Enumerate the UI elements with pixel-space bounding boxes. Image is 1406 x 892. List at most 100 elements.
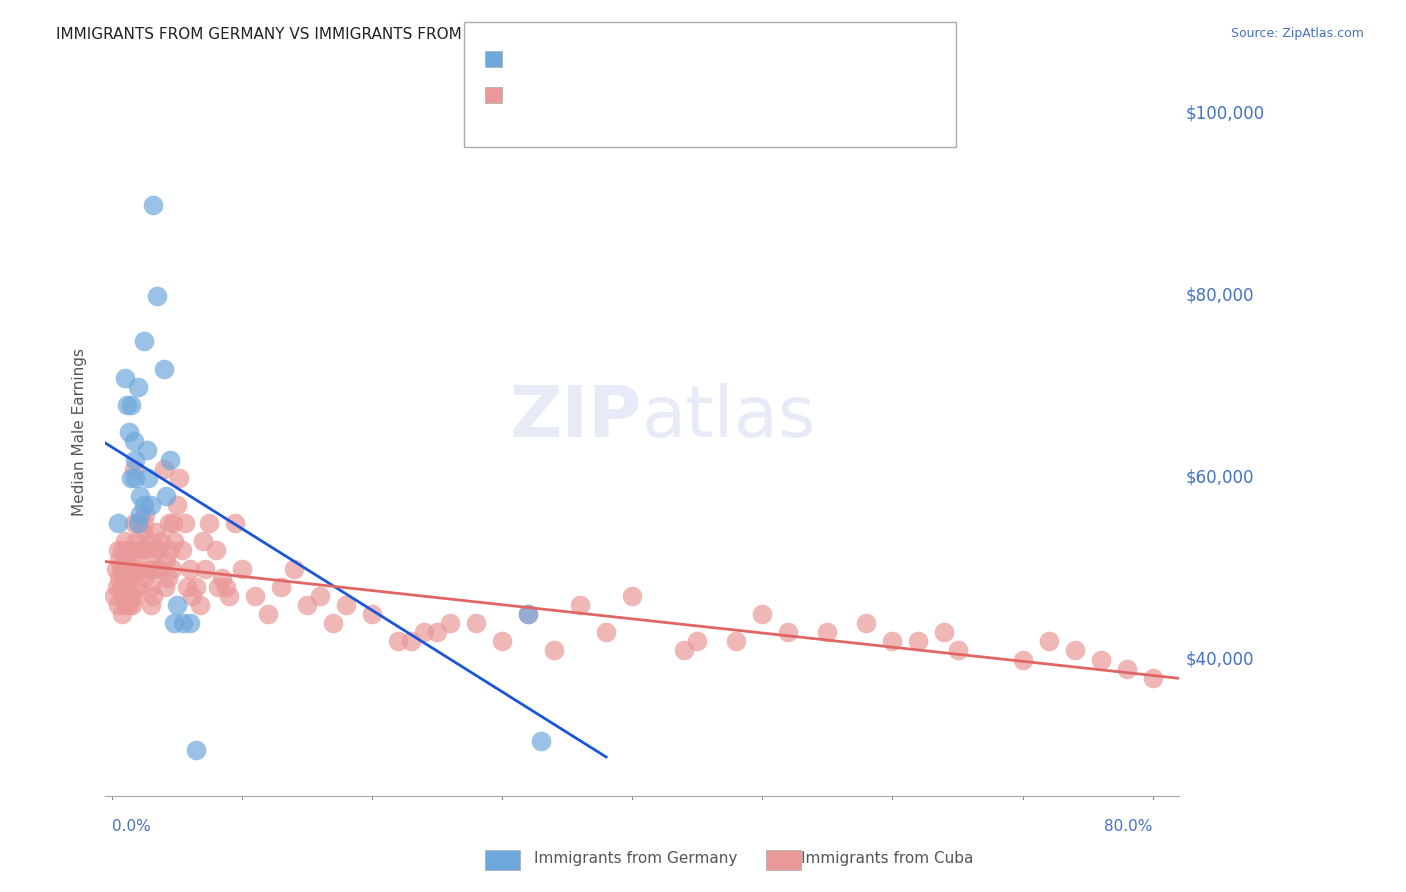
Text: -0.357: -0.357	[546, 85, 605, 103]
Point	[132, 525, 155, 540]
Point	[104, 561, 127, 575]
Point	[122, 516, 145, 530]
Point	[170, 543, 193, 558]
Point	[148, 543, 170, 558]
Point	[270, 580, 292, 594]
Point	[172, 616, 194, 631]
Point	[152, 361, 174, 376]
Point	[136, 471, 159, 485]
Point	[124, 561, 146, 575]
Point	[134, 507, 156, 521]
Point	[139, 598, 162, 612]
Point	[224, 516, 246, 530]
Point	[134, 571, 156, 585]
Point	[243, 589, 266, 603]
Point	[136, 561, 159, 575]
Point	[157, 516, 180, 530]
Text: $60,000: $60,000	[1185, 468, 1254, 487]
Point	[114, 370, 136, 384]
Point	[117, 598, 139, 612]
Point	[127, 516, 149, 530]
Point	[155, 489, 177, 503]
Point	[1115, 662, 1137, 676]
Point	[120, 398, 142, 412]
Point	[146, 561, 169, 575]
Point	[127, 580, 149, 594]
Point	[361, 607, 384, 621]
Text: R =: R =	[506, 85, 543, 103]
Text: Immigrants from Cuba: Immigrants from Cuba	[801, 851, 974, 865]
Point	[127, 380, 149, 394]
Point	[166, 498, 188, 512]
Point	[135, 443, 157, 458]
Point	[163, 534, 186, 549]
Point	[543, 643, 565, 657]
Point	[114, 571, 136, 585]
Point	[204, 543, 226, 558]
Point	[131, 543, 153, 558]
Point	[110, 580, 132, 594]
Point	[120, 471, 142, 485]
Point	[139, 580, 162, 594]
Point	[111, 589, 134, 603]
Point	[134, 334, 156, 349]
Point	[127, 543, 149, 558]
Point	[322, 616, 344, 631]
Point	[152, 461, 174, 475]
Point	[491, 634, 513, 648]
Point	[160, 561, 183, 575]
Point	[815, 625, 838, 640]
Point	[426, 625, 449, 640]
Point	[465, 616, 488, 631]
Point	[134, 516, 156, 530]
Point	[1142, 671, 1164, 685]
Point	[162, 516, 184, 530]
Text: 122: 122	[652, 85, 688, 103]
Point	[111, 607, 134, 621]
Point	[107, 598, 129, 612]
Text: N =: N =	[619, 49, 655, 67]
Text: atlas: atlas	[643, 384, 817, 452]
Point	[117, 580, 139, 594]
Text: ZIP: ZIP	[510, 384, 643, 452]
Point	[156, 571, 179, 585]
Point	[1090, 652, 1112, 666]
Point	[155, 552, 177, 566]
Point	[686, 634, 709, 648]
Text: 30: 30	[652, 49, 675, 67]
Point	[141, 561, 163, 575]
Text: N =: N =	[619, 85, 655, 103]
Point	[191, 534, 214, 549]
Point	[218, 589, 240, 603]
Point	[139, 498, 162, 512]
Text: Median Male Earnings: Median Male Earnings	[72, 348, 87, 516]
Point	[179, 561, 201, 575]
Point	[108, 571, 131, 585]
Point	[117, 398, 139, 412]
Point	[124, 471, 146, 485]
Point	[179, 616, 201, 631]
Point	[176, 580, 198, 594]
Point	[673, 643, 696, 657]
Point	[569, 598, 592, 612]
Point	[163, 616, 186, 631]
Point	[882, 634, 904, 648]
Point	[186, 743, 208, 757]
Text: -0.560: -0.560	[546, 49, 605, 67]
Text: $40,000: $40,000	[1185, 650, 1254, 668]
Point	[135, 543, 157, 558]
Point	[122, 434, 145, 449]
Point	[107, 516, 129, 530]
Point	[207, 580, 229, 594]
Point	[159, 452, 181, 467]
Point	[129, 561, 152, 575]
Point	[621, 589, 644, 603]
Point	[855, 616, 877, 631]
Point	[169, 471, 191, 485]
Point	[117, 425, 139, 440]
Point	[907, 634, 929, 648]
Point	[173, 516, 195, 530]
Point	[110, 561, 132, 575]
Point	[946, 643, 969, 657]
Point	[725, 634, 748, 648]
